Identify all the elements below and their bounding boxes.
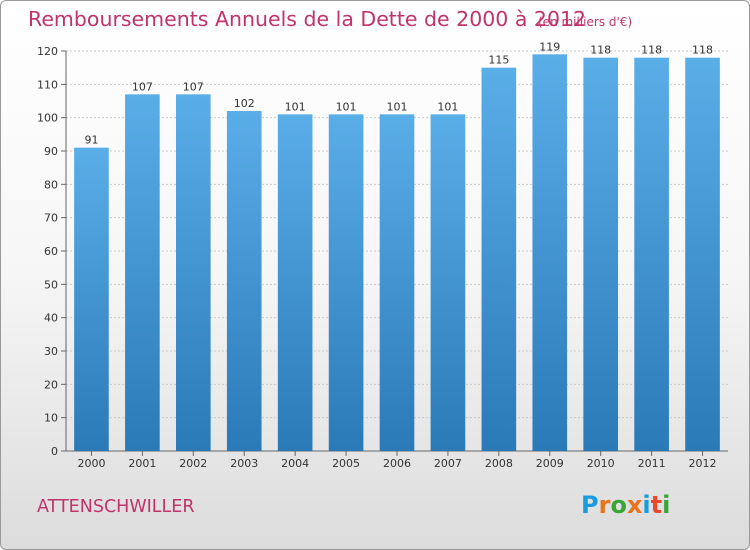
x-tick-label: 2003 — [230, 457, 258, 470]
bar — [74, 147, 109, 451]
y-tick-label: 10 — [44, 412, 58, 425]
bar-value-label: 101 — [437, 100, 458, 113]
y-tick-label: 0 — [51, 445, 58, 458]
bar — [685, 57, 720, 452]
y-tick-label: 80 — [44, 178, 58, 191]
bar-value-label: 91 — [84, 134, 98, 147]
bar-value-label: 107 — [183, 80, 204, 93]
bar — [583, 57, 619, 452]
bar-value-label: 102 — [234, 97, 255, 110]
bar-value-label: 101 — [387, 100, 408, 113]
logo-letter: t — [650, 491, 663, 519]
x-tick-label: 2010 — [587, 457, 615, 470]
chart-title: Remboursements Annuels de la Dette de 20… — [28, 7, 587, 31]
bar-value-label: 118 — [590, 44, 611, 57]
x-tick-label: 2012 — [689, 457, 717, 470]
bar — [430, 114, 466, 451]
x-tick-label: 2007 — [434, 457, 462, 470]
logo-letter: i — [642, 491, 651, 519]
y-tick-label: 110 — [37, 78, 58, 91]
logo-letter: r — [598, 491, 611, 519]
bar-value-label: 118 — [692, 44, 713, 57]
x-tick-label: 2002 — [179, 457, 207, 470]
bar — [125, 94, 160, 451]
y-tick-label: 120 — [37, 45, 58, 58]
bar-value-label: 119 — [539, 40, 560, 53]
unit-note: (en milliers d'€) — [538, 15, 633, 29]
bar — [481, 67, 517, 452]
y-tick-label: 60 — [44, 245, 58, 258]
x-tick-label: 2005 — [332, 457, 360, 470]
bar-value-label: 107 — [132, 80, 153, 93]
y-tick-label: 30 — [44, 345, 58, 358]
labels: 91 2000 107 2001 107 2002 102 2003 101 2004 101 200… — [77, 40, 716, 470]
logo-letter: x — [626, 491, 643, 519]
bar-value-label: 118 — [641, 44, 662, 57]
bar — [634, 57, 669, 452]
bar — [328, 114, 364, 451]
city-name: ATTENSCHWILLER — [37, 497, 195, 517]
x-tick-label: 2000 — [77, 457, 105, 470]
x-tick-label: 2009 — [536, 457, 564, 470]
y-tick-label: 40 — [44, 312, 58, 325]
bar — [379, 114, 415, 451]
bar-value-label: 115 — [488, 54, 509, 67]
bar — [226, 111, 262, 451]
bars — [74, 54, 720, 452]
bar-value-label: 101 — [336, 100, 357, 113]
logo-letter: P — [581, 491, 599, 519]
y-tick-label: 50 — [44, 278, 58, 291]
y-tick-label: 100 — [37, 112, 58, 125]
bar — [277, 114, 313, 451]
y-tick-label: 20 — [44, 378, 58, 391]
x-tick-label: 2001 — [128, 457, 156, 470]
logo-letter: i — [662, 491, 671, 519]
x-tick-label: 2008 — [485, 457, 513, 470]
bar-value-label: 101 — [285, 100, 306, 113]
y-tick-label: 90 — [44, 145, 58, 158]
bar — [532, 54, 568, 451]
x-tick-label: 2004 — [281, 457, 309, 470]
bar — [175, 94, 211, 451]
proxiti-logo: Proxiti — [581, 491, 670, 519]
x-tick-label: 2006 — [383, 457, 411, 470]
x-tick-label: 2011 — [638, 457, 666, 470]
logo-letter: o — [610, 491, 627, 519]
y-tick-label: 70 — [44, 212, 58, 225]
